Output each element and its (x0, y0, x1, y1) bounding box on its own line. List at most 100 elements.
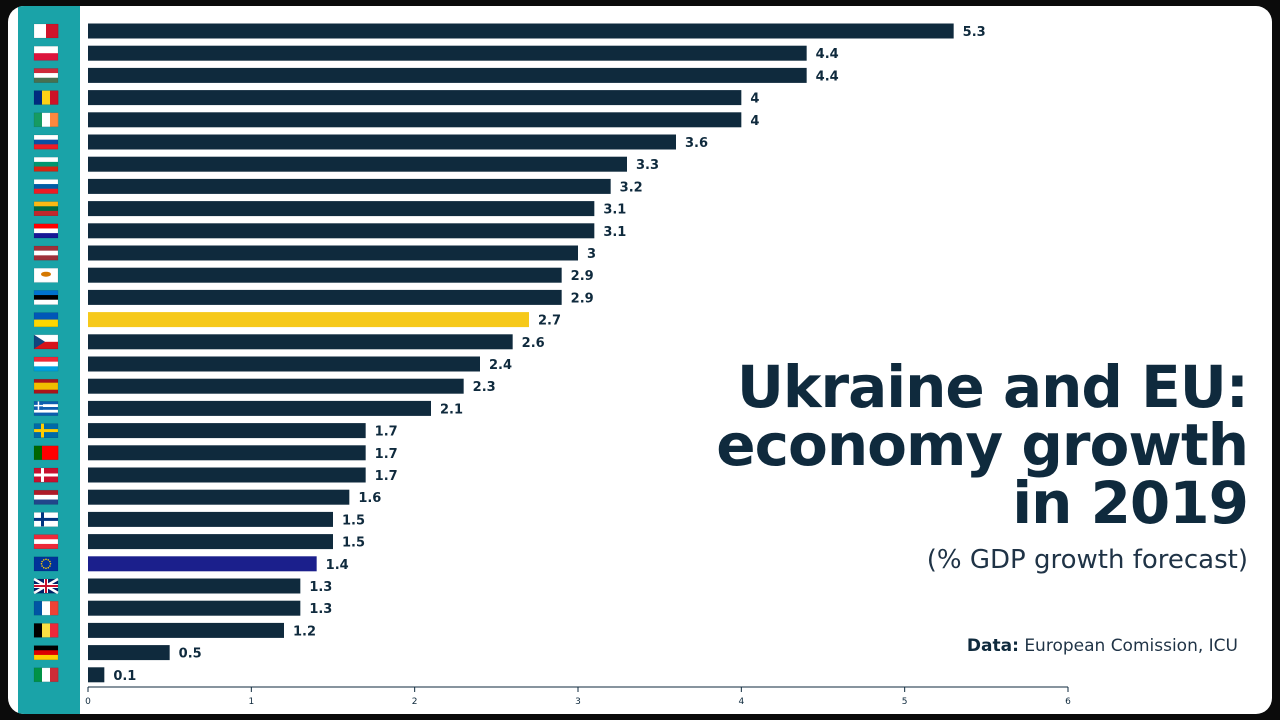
croatia-flag-icon (33, 223, 59, 239)
spain-flag-icon (33, 378, 59, 394)
source-prefix: Data: (966, 636, 1019, 656)
bar-germany (88, 645, 170, 661)
bar-spain (88, 378, 464, 394)
luxembourg-flag-icon (33, 356, 59, 372)
bar-belgium (88, 622, 284, 638)
uk-flag-icon (33, 577, 59, 595)
ukraine-flag-icon (33, 312, 59, 327)
bar-eu (88, 556, 317, 572)
ireland-flag-icon (33, 112, 59, 128)
title-line-3: in 2019 (1012, 469, 1249, 537)
value-label-ukraine: 2.7 (538, 314, 561, 329)
bar-finland (88, 511, 333, 527)
bar-cyprus (88, 267, 562, 283)
value-label-sweden: 1.7 (375, 425, 398, 440)
sweden-flag-icon (33, 423, 59, 438)
value-label-czech-republic: 2.6 (522, 336, 545, 351)
portugal-flag-icon (33, 445, 59, 461)
bar-lithuania (88, 201, 595, 217)
value-label-romania: 4 (750, 92, 759, 107)
cyprus-flag-icon (33, 267, 59, 283)
data-source: Data: European Comission, ICU (738, 636, 1238, 656)
title-line-2: economy growth (716, 411, 1249, 479)
value-label-cyprus: 2.9 (571, 269, 594, 284)
malta-flag-icon (33, 23, 59, 39)
slovakia-flag-icon (33, 134, 59, 150)
bar-italy (88, 667, 105, 683)
value-label-eu: 1.4 (326, 558, 349, 573)
value-label-luxembourg: 2.4 (489, 358, 512, 373)
value-label-estonia: 2.9 (571, 291, 594, 306)
bar-croatia (88, 223, 595, 239)
x-tick-label: 6 (1065, 697, 1071, 707)
value-label-latvia: 3 (587, 247, 596, 262)
bar-austria (88, 534, 333, 550)
bar-netherlands (88, 489, 350, 505)
lithuania-flag-icon (33, 201, 59, 216)
value-label-slovenia: 3.2 (620, 180, 643, 195)
bar-ukraine (88, 312, 529, 328)
value-label-poland: 4.4 (816, 47, 839, 62)
value-label-united-kingdom: 1.3 (309, 580, 332, 595)
value-label-portugal: 1.7 (375, 447, 398, 462)
source-text: European Comission, ICU (1024, 636, 1238, 656)
czech-flag-icon (33, 334, 59, 350)
bulgaria-flag-icon (33, 156, 59, 172)
bar-denmark (88, 467, 366, 483)
denmark-flag-icon (33, 467, 59, 483)
value-label-hungary: 4.4 (816, 69, 839, 84)
bar-ireland (88, 112, 742, 128)
bar-latvia (88, 245, 578, 261)
estonia-flag-icon (33, 290, 59, 305)
value-label-spain: 2.3 (473, 380, 496, 395)
bar-greece (88, 400, 431, 416)
belgium-flag-icon (33, 623, 59, 638)
bar-romania (88, 90, 742, 106)
bar-bulgaria (88, 156, 627, 172)
value-label-italy: 0.1 (113, 669, 136, 684)
bar-estonia (88, 289, 562, 305)
bar-poland (88, 45, 807, 61)
bar-sweden (88, 423, 366, 439)
chart-frame: 5.3 4.4 4.4 4 4 3.6 3.3 3.2 3.1 3.1 3 2.9 2.9 2.7 2.6 2… (8, 6, 1272, 714)
chart-title: Ukraine and EU: economy growth in 2019 (628, 353, 1249, 537)
x-tick-label: 5 (902, 697, 908, 707)
value-label-germany: 0.5 (179, 647, 202, 662)
value-label-denmark: 1.7 (375, 469, 398, 484)
bar-czech-republic (88, 334, 513, 350)
bar-malta (88, 23, 954, 39)
x-tick-label: 0 (85, 697, 91, 707)
slovenia-flag-icon (33, 179, 59, 194)
value-label-finland: 1.5 (342, 513, 365, 528)
italy-flag-icon (33, 667, 59, 683)
value-label-austria: 1.5 (342, 536, 365, 551)
bar-hungary (88, 67, 807, 83)
bar-slovenia (88, 178, 611, 194)
greece-flag-icon (33, 401, 59, 416)
bar-chart: 5.3 4.4 4.4 4 4 3.6 3.3 3.2 3.1 3.1 3 2.9 2.9 2.7 2.6 2… (33, 23, 1071, 707)
austria-flag-icon (33, 534, 59, 549)
hungary-flag-icon (33, 68, 59, 83)
value-label-malta: 5.3 (963, 25, 986, 40)
x-tick-label: 1 (248, 697, 254, 707)
finland-flag-icon (33, 512, 59, 527)
romania-flag-icon (33, 90, 59, 105)
title-line-1: Ukraine and EU: (736, 353, 1249, 421)
eu-flag-icon (33, 556, 59, 572)
value-label-slovakia: 3.6 (685, 136, 708, 151)
value-label-croatia: 3.1 (603, 225, 626, 240)
bar-france (88, 600, 301, 616)
chart-subtitle: (% GDP growth forecast) (926, 545, 1248, 575)
value-label-greece: 2.1 (440, 402, 463, 417)
value-label-belgium: 1.2 (293, 624, 316, 639)
bar-united-kingdom (88, 578, 301, 594)
x-tick-label: 2 (412, 697, 418, 707)
value-label-lithuania: 3.1 (603, 203, 626, 218)
value-label-france: 1.3 (309, 602, 332, 617)
value-label-bulgaria: 3.3 (636, 158, 659, 173)
france-flag-icon (33, 600, 59, 616)
value-label-ireland: 4 (750, 114, 759, 129)
x-tick-label: 3 (575, 697, 581, 707)
germany-flag-icon (33, 645, 59, 660)
netherlands-flag-icon (33, 489, 59, 505)
